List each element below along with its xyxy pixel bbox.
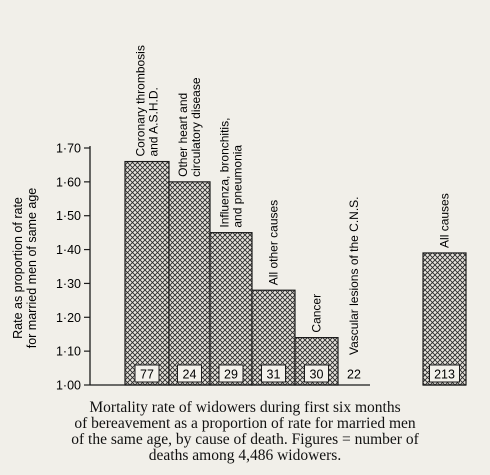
category-label: and pneumonia: [231, 145, 245, 228]
death-count-label: 213: [434, 368, 455, 382]
y-axis-label: Rate as proportion of rate for married me…: [11, 188, 39, 349]
y-tick-label: 1·30: [56, 277, 81, 291]
y-tick-label: 1·60: [56, 175, 81, 189]
bar: [168, 181, 211, 386]
y-tick-label: 1·20: [56, 311, 81, 325]
category-label: Vascular lesions of the C.N.S.: [347, 196, 361, 355]
death-count-box: [261, 364, 286, 383]
death-count-label: 31: [267, 368, 281, 382]
bars: [90, 160, 467, 386]
death-count-label: 24: [183, 368, 197, 382]
y-axis: 1·00 1·10 1·20 1·30 1·40 1·50 1·60 1·70: [56, 142, 91, 393]
death-count-box: [218, 364, 244, 383]
y-axis-label-line: for married men of same age: [25, 188, 39, 349]
death-count-label: 77: [140, 368, 154, 382]
category-label: circulatory disease: [189, 77, 203, 177]
category-label: Cancer: [310, 294, 324, 333]
y-tick-label: 1·00: [56, 379, 81, 393]
death-count-box: [177, 364, 202, 383]
y-tick-label: 1·40: [56, 243, 81, 257]
bar: [124, 160, 170, 386]
death-count-labels: 77 24 29 31 30 22 213: [134, 364, 460, 383]
category-label: and A.S.H.D.: [147, 87, 161, 156]
death-count-label: 30: [310, 368, 324, 382]
y-tick-label: 1·10: [56, 345, 81, 359]
category-label: Influenza, bronchitis,: [218, 118, 232, 228]
y-tick-label: 1·70: [56, 142, 81, 156]
death-count-box: [304, 364, 329, 383]
bar-chart: 1·00 1·10 1·20 1·30 1·40 1·50 1·60 1·70 Rate as…: [11, 45, 467, 393]
death-count-label: 22: [347, 368, 361, 382]
category-label: All other causes: [267, 200, 281, 285]
bar: [422, 252, 467, 386]
bar: [209, 232, 253, 386]
death-count-box: [429, 364, 460, 383]
category-labels: Coronary thrombosis and A.S.H.D. Other hea…: [134, 45, 452, 355]
category-label: Other heart and: [176, 93, 190, 177]
category-label: All causes: [438, 193, 452, 248]
chart-caption: Mortality rate of widowers during first …: [71, 399, 419, 464]
y-tick-label: 1·50: [56, 209, 81, 223]
death-count-label: 29: [224, 368, 238, 382]
y-axis-label-line: Rate as proportion of rate: [11, 197, 25, 339]
category-label: Coronary thrombosis: [134, 45, 148, 156]
death-count-box: [134, 364, 160, 383]
